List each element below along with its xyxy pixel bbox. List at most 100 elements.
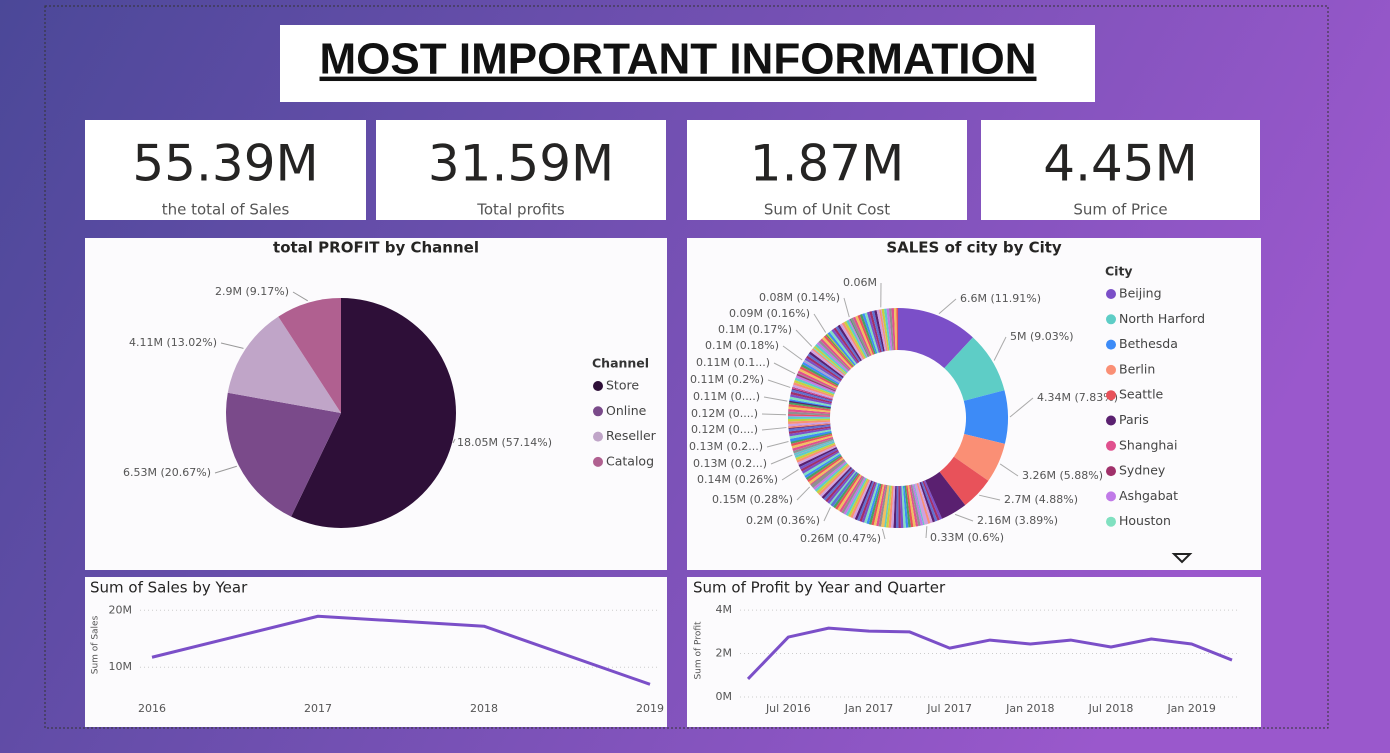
x-tick-label: Jul 2016 [765,702,811,715]
minor-city-texture [797,445,837,465]
minor-city-texture [827,470,856,504]
minor-city-texture [839,323,864,361]
leader-line [220,342,244,349]
data-label: 0.33M (0.6%) [930,531,1004,544]
donut-slice [826,333,855,367]
minor-city-texture [862,313,878,354]
minor-city-texture [891,308,896,351]
x-tick-label: Jan 2018 [1005,702,1054,715]
minor-city-texture [839,475,864,513]
minor-city-texture [808,457,844,485]
minor-city-texture [864,482,879,524]
minor-city-texture [791,433,833,447]
minor-city-texture [850,317,871,357]
kpi-value: 1.87M [750,135,904,193]
minor-city-texture [792,384,834,399]
minor-city-texture [869,311,882,353]
chart-title: Sum of Sales by Year [90,579,248,597]
leader-line [1009,397,1034,418]
leader-line [452,438,456,444]
donut-slice [788,414,831,417]
legend-label: Houston [1119,513,1171,528]
minor-city-texture [796,444,836,463]
minor-city-texture [813,345,847,375]
minor-city-texture [788,426,831,434]
data-label: 0.09M (0.16%) [729,307,810,320]
minor-city-texture [837,474,862,512]
donut-slice [788,423,831,429]
leader-line [761,427,787,431]
minor-city-texture [789,427,831,437]
leader-line [925,526,928,539]
legend-label: Ashgabat [1119,488,1178,503]
minor-city-texture [788,421,831,427]
minor-city-texture [885,485,893,528]
minor-city-texture [912,484,924,526]
data-label: 0.11M (0....) [693,390,760,403]
pie-slice [278,298,341,413]
minor-city-texture [835,473,861,510]
minor-city-texture [790,394,832,405]
legend-label: Bethesda [1119,336,1178,351]
minor-city-texture [801,451,840,474]
minor-city-texture [813,461,847,490]
legend-label: Online [606,403,647,418]
minor-city-texture [854,480,873,521]
leader-line [993,336,1007,361]
minor-city-texture [881,308,890,351]
leader-line [813,313,827,333]
minor-city-texture [857,314,875,355]
minor-city-texture [861,482,878,523]
minor-city-texture [807,353,843,380]
legend-swatch [1106,415,1116,426]
data-label: 0.1M (0.17%) [718,323,792,336]
kpi-value: 4.45M [1043,135,1197,193]
data-label: 0.08M (0.14%) [759,291,840,304]
kpi-value: 31.59M [428,135,614,193]
minor-city-texture [788,416,831,420]
data-label: 0.12M (0....) [691,407,758,420]
kpi-card [376,120,666,220]
legend-swatch [593,381,603,391]
minor-city-texture [808,351,844,379]
scroll-arrow[interactable] [1171,553,1193,564]
legend-label: Berlin [1119,361,1155,376]
legend-label: Store [606,378,639,393]
minor-city-texture [859,314,876,355]
minor-city-texture [837,324,862,362]
kpi-card [981,120,1260,220]
y-tick-label: 4M [716,603,733,616]
minor-city-texture [821,336,853,369]
leader-line [999,463,1019,477]
legend-label: Beijing [1119,286,1162,301]
minor-city-texture [800,449,839,472]
legend-swatch [1106,390,1116,401]
panel [85,577,667,727]
data-label: 2.16M (3.89%) [977,514,1058,527]
x-tick-label: 2016 [138,702,166,715]
donut-slice [925,471,966,519]
y-axis-title: Sum of Sales [91,615,101,674]
legend-swatch [593,456,603,467]
donut-slice [803,360,841,384]
legend-title: Channel [592,356,649,371]
minor-city-texture [831,328,859,364]
donut-slice [849,318,869,357]
legend-label: Catalog [606,453,654,468]
minor-city-texture [803,452,841,476]
leader-line [763,396,788,402]
leader-line [214,465,237,474]
minor-city-texture [905,485,914,528]
x-tick-label: 2019 [636,702,664,715]
minor-city-texture [859,481,876,522]
leader-line [782,345,803,361]
minor-city-texture [848,318,869,358]
kpi-card [85,120,366,220]
minor-city-texture [888,308,894,351]
data-label: 18.05M (57.14%) [457,436,552,449]
leader-line [954,513,974,522]
minor-city-texture [902,485,909,528]
minor-city-texture [910,484,921,527]
legend-label: North Harford [1119,311,1205,326]
